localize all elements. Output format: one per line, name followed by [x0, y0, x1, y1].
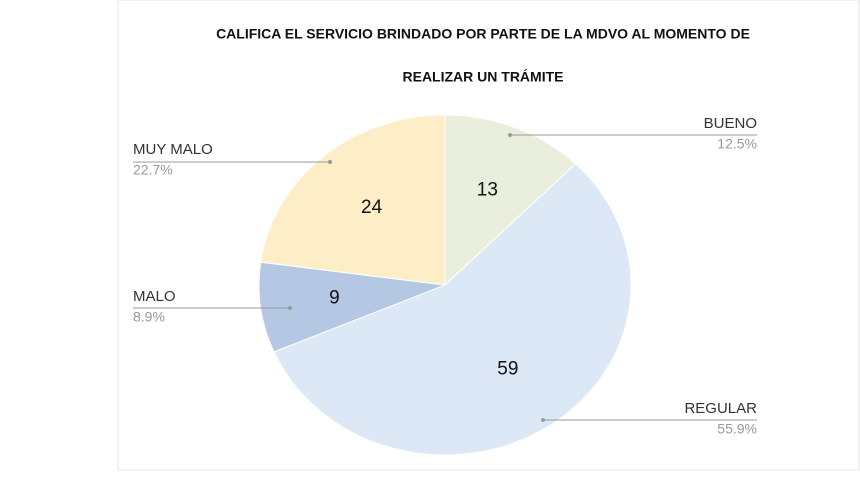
chart-title: REALIZAR UN TRÁMITE: [403, 69, 564, 85]
chart-frame: [117, 0, 860, 471]
leader-dot: [508, 133, 512, 137]
leader-dot: [541, 418, 545, 422]
pie-slice: [260, 114, 446, 286]
category-label: MALO: [133, 288, 176, 305]
percent-label: 55.9%: [717, 421, 757, 437]
percent-label: 22.7%: [133, 162, 173, 178]
data-label: 13: [477, 180, 498, 201]
percent-label: 12.5%: [717, 136, 757, 152]
leader-dot: [328, 160, 332, 164]
percent-label: 8.9%: [133, 309, 165, 325]
pie-slice: [444, 114, 577, 287]
category-label: MUY MALO: [133, 141, 213, 158]
category-label: REGULAR: [684, 400, 757, 417]
pie-slice: [273, 163, 632, 456]
data-label: 59: [497, 358, 518, 379]
category-label: BUENO: [704, 115, 757, 132]
data-label: 9: [329, 288, 340, 309]
leader-dot: [288, 306, 292, 310]
chart-title: CALIFICA EL SERVICIO BRINDADO POR PARTE …: [216, 26, 750, 42]
data-label: 24: [361, 197, 383, 218]
